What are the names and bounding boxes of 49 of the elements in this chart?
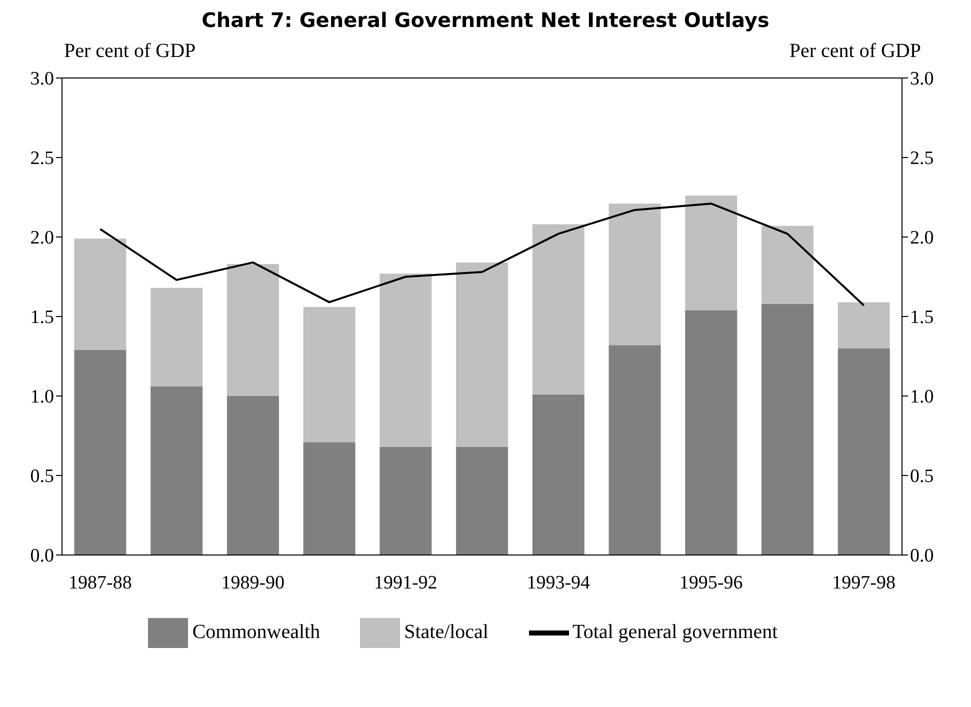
legend-label: State/local xyxy=(404,620,488,643)
y2-axis-title: Per cent of GDP xyxy=(789,40,921,63)
legend-label: Total general government xyxy=(572,620,778,643)
bar xyxy=(685,196,738,310)
y-tick-label: 2.0 xyxy=(30,228,54,249)
x-tick-label: 1995-96 xyxy=(679,572,743,594)
bar xyxy=(226,264,279,396)
y-tick-label: 2.5 xyxy=(30,148,54,170)
x-tick-label: 1987-88 xyxy=(68,572,132,594)
bar xyxy=(303,442,356,555)
chart-title: Chart 7: General Government Net Interest Outlays xyxy=(200,8,770,32)
bar xyxy=(226,396,279,555)
bar xyxy=(761,226,814,304)
y-axis-title: Per cent of GDP xyxy=(64,40,196,63)
bar xyxy=(532,224,584,394)
bar xyxy=(303,306,356,442)
bar xyxy=(74,350,126,555)
bar xyxy=(608,345,661,555)
y2-tick-label: 0.5 xyxy=(910,466,934,488)
y-tick-label: 3.0 xyxy=(30,68,54,90)
bar xyxy=(456,446,508,555)
x-tick-label: 1989-90 xyxy=(221,572,285,594)
bar xyxy=(685,310,738,555)
bar xyxy=(838,348,890,555)
x-tick-label: 1997-98 xyxy=(832,572,896,594)
bar xyxy=(838,302,890,348)
bar xyxy=(761,304,814,555)
y2-tick-label: 1.0 xyxy=(910,386,934,408)
y2-tick-label: 0.0 xyxy=(910,546,934,567)
bar xyxy=(380,274,432,447)
y-tick-label: 0.5 xyxy=(30,466,54,488)
line-series xyxy=(99,202,865,306)
bar xyxy=(456,262,508,447)
bar xyxy=(150,288,203,386)
y2-tick-label: 1.5 xyxy=(910,307,934,328)
x-tick-label: 1991-92 xyxy=(374,572,438,594)
x-tick-label: 1993-94 xyxy=(526,572,591,594)
y-tick-label: 1.5 xyxy=(30,307,54,328)
bar xyxy=(608,204,661,346)
legend-label: Commonwealth xyxy=(192,620,320,643)
y-tick-label: 0.0 xyxy=(30,546,54,567)
bar xyxy=(380,446,432,555)
bar xyxy=(74,238,126,350)
y2-tick-label: 2.5 xyxy=(910,148,934,170)
bar xyxy=(532,394,584,555)
y2-tick-label: 2.0 xyxy=(910,228,934,249)
y-tick-label: 1.0 xyxy=(30,386,54,408)
y2-tick-label: 3.0 xyxy=(910,68,934,90)
bar xyxy=(150,386,203,555)
